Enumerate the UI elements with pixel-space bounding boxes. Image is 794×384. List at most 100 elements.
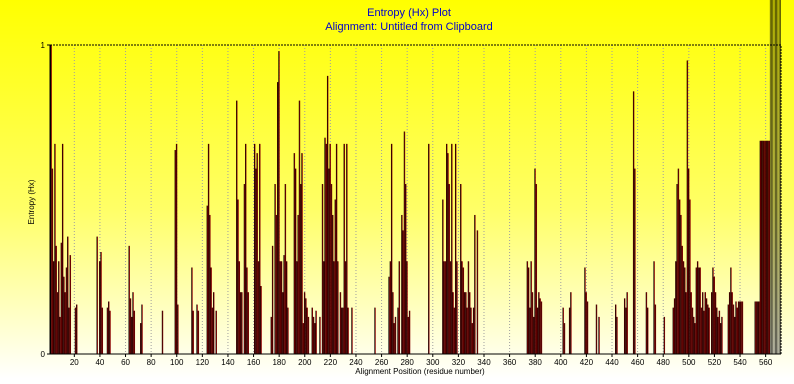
y-tick-label: 0	[41, 350, 46, 359]
x-axis-label: Alignment Position (residue number)	[355, 367, 485, 376]
entropy-bar	[719, 310, 721, 354]
x-tick-label: 540	[733, 358, 747, 367]
entropy-bar	[133, 310, 136, 354]
entropy-bar	[465, 292, 467, 354]
entropy-bar	[765, 140, 767, 354]
entropy-bar	[443, 261, 445, 354]
entropy-bar	[107, 307, 109, 354]
entropy-bar	[270, 316, 273, 354]
entropy-bar	[704, 292, 707, 354]
entropy-bar	[215, 310, 217, 354]
entropy-bar	[762, 140, 764, 354]
entropy-bar	[329, 143, 331, 354]
entropy-bar	[530, 261, 532, 354]
entropy-bar	[277, 82, 279, 354]
entropy-bar	[238, 261, 241, 354]
entropy-bar	[585, 292, 587, 354]
entropy-bar	[245, 143, 247, 354]
entropy-bar	[304, 292, 306, 354]
entropy-bar	[302, 323, 305, 354]
entropy-bar	[706, 298, 708, 354]
entropy-bar	[247, 292, 249, 354]
entropy-bar	[64, 292, 66, 354]
entropy-bar	[295, 168, 297, 354]
entropy-bar	[256, 153, 258, 354]
entropy-bar	[398, 261, 401, 354]
x-tick-label: 280	[400, 358, 414, 367]
entropy-bar	[130, 298, 132, 354]
entropy-bar	[742, 301, 744, 354]
entropy-bar	[712, 267, 714, 354]
x-tick-label: 520	[708, 358, 722, 367]
entropy-bar	[729, 292, 731, 354]
entropy-bar	[454, 307, 456, 354]
entropy-bar	[392, 292, 394, 354]
x-tick-label: 460	[631, 358, 645, 367]
x-tick-label: 160	[247, 358, 261, 367]
entropy-bar	[707, 304, 709, 354]
entropy-bar	[733, 304, 735, 354]
entropy-bar	[471, 323, 474, 354]
entropy-bar	[244, 184, 246, 354]
entropy-bar	[663, 316, 666, 354]
entropy-bar	[675, 261, 677, 354]
x-tick-label: 260	[375, 358, 389, 367]
entropy-bar	[337, 261, 339, 354]
x-tick-label: 400	[554, 358, 568, 367]
entropy-bar	[596, 304, 598, 354]
entropy-bar	[646, 292, 648, 354]
entropy-bar	[177, 304, 179, 354]
entropy-bar	[634, 168, 636, 354]
x-tick-label: 120	[196, 358, 210, 367]
entropy-bar	[240, 292, 242, 354]
entropy-bar	[75, 307, 77, 354]
entropy-bar	[314, 323, 316, 354]
entropy-bar	[672, 307, 675, 354]
x-tick-label: 240	[349, 358, 363, 367]
y-axis-label: Entropy (Hx)	[27, 179, 36, 224]
entropy-bar	[680, 214, 682, 354]
entropy-bar	[534, 168, 536, 354]
entropy-bar	[128, 245, 130, 354]
entropy-bar	[703, 310, 705, 354]
entropy-bar	[713, 276, 715, 354]
entropy-bar	[297, 214, 299, 354]
entropy-bar	[336, 143, 338, 354]
entropy-bar	[535, 184, 538, 354]
entropy-bar	[569, 307, 571, 354]
entropy-bar	[206, 205, 209, 354]
entropy-bar	[450, 261, 452, 354]
entropy-bar	[141, 304, 143, 354]
entropy-bar	[699, 267, 701, 354]
entropy-bar	[393, 323, 395, 354]
entropy-bar	[55, 245, 57, 354]
entropy-bar	[340, 292, 342, 354]
entropy-bar	[63, 276, 65, 354]
entropy-bar	[446, 143, 448, 354]
x-tick-label: 40	[95, 358, 104, 367]
x-tick-label: 500	[682, 358, 696, 367]
entropy-bar	[766, 140, 768, 354]
entropy-bar	[333, 261, 335, 354]
entropy-bar	[397, 307, 399, 354]
entropy-bar	[688, 168, 690, 354]
y-tick-labels: 01	[41, 41, 50, 359]
entropy-bar	[445, 261, 447, 354]
entropy-bar	[334, 199, 337, 354]
entropy-bar	[526, 261, 529, 354]
entropy-bar	[633, 91, 635, 354]
entropy-bar	[68, 307, 70, 354]
entropy-bar	[469, 292, 471, 354]
entropy-bar	[347, 307, 349, 354]
entropy-bar	[208, 143, 210, 354]
entropy-bar	[679, 199, 681, 354]
entropy-bar	[464, 292, 466, 354]
entropy-bar	[564, 323, 566, 354]
entropy-bar	[695, 267, 698, 354]
entropy-bar	[99, 261, 101, 354]
entropy-bar	[466, 307, 468, 354]
entropy-bar	[584, 267, 586, 354]
entropy-bar	[537, 307, 539, 354]
entropy-bar	[716, 307, 718, 354]
